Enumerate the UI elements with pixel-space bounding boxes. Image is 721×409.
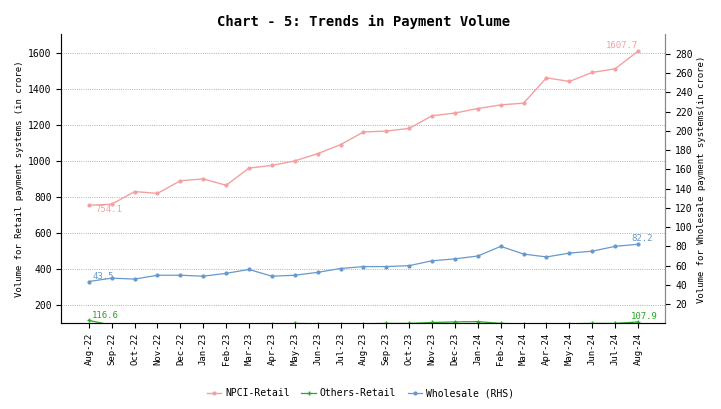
Others-Retail <box>267 322 276 327</box>
Wholesale (RHS) <box>199 274 208 279</box>
Others-Retail <box>199 323 208 328</box>
Text: 116.6: 116.6 <box>92 311 119 320</box>
Wholesale (RHS) <box>291 273 299 278</box>
NPCI-Retail <box>359 130 368 135</box>
Text: 82.2: 82.2 <box>631 234 653 243</box>
NPCI-Retail <box>542 75 551 80</box>
Others-Retail <box>428 320 436 325</box>
Line: Others-Retail: Others-Retail <box>87 318 640 328</box>
NPCI-Retail <box>474 106 482 111</box>
NPCI-Retail <box>611 66 619 71</box>
NPCI-Retail <box>244 166 253 171</box>
Legend: NPCI-Retail, Others-Retail, Wholesale (RHS): NPCI-Retail, Others-Retail, Wholesale (R… <box>203 384 518 402</box>
Others-Retail <box>336 321 345 326</box>
Wholesale (RHS) <box>565 251 574 256</box>
Wholesale (RHS) <box>611 244 619 249</box>
NPCI-Retail <box>267 163 276 168</box>
Others-Retail <box>588 321 596 326</box>
Others-Retail <box>565 321 574 326</box>
Wholesale (RHS) <box>176 273 185 278</box>
Title: Chart - 5: Trends in Payment Volume: Chart - 5: Trends in Payment Volume <box>217 15 510 29</box>
Others-Retail <box>314 321 322 326</box>
Wholesale (RHS) <box>244 267 253 272</box>
Wholesale (RHS) <box>153 273 162 278</box>
Others-Retail <box>451 319 459 324</box>
Others-Retail <box>634 319 642 324</box>
NPCI-Retail <box>382 129 391 134</box>
Text: 754.1: 754.1 <box>96 204 123 213</box>
Others-Retail <box>382 321 391 326</box>
Wholesale (RHS) <box>336 266 345 271</box>
NPCI-Retail <box>336 142 345 147</box>
NPCI-Retail <box>634 49 642 54</box>
NPCI-Retail <box>314 151 322 156</box>
Others-Retail <box>542 321 551 326</box>
Others-Retail <box>107 323 116 328</box>
NPCI-Retail <box>496 103 505 108</box>
NPCI-Retail <box>107 202 116 207</box>
Wholesale (RHS) <box>314 270 322 275</box>
Wholesale (RHS) <box>267 274 276 279</box>
NPCI-Retail <box>291 158 299 163</box>
Others-Retail <box>131 324 139 328</box>
Others-Retail <box>84 318 93 323</box>
Wholesale (RHS) <box>131 276 139 281</box>
Wholesale (RHS) <box>634 242 642 247</box>
NPCI-Retail <box>153 191 162 196</box>
NPCI-Retail <box>428 113 436 118</box>
Wholesale (RHS) <box>222 271 231 276</box>
Others-Retail <box>611 321 619 326</box>
Text: 43.5: 43.5 <box>92 272 114 281</box>
Wholesale (RHS) <box>405 263 414 268</box>
Wholesale (RHS) <box>474 254 482 258</box>
Text: 1607.7: 1607.7 <box>606 40 638 49</box>
NPCI-Retail <box>131 189 139 194</box>
Y-axis label: Volume for Wholesale payment systems(in crore): Volume for Wholesale payment systems(in … <box>697 55 706 303</box>
NPCI-Retail <box>84 203 93 208</box>
NPCI-Retail <box>405 126 414 131</box>
Line: Wholesale (RHS): Wholesale (RHS) <box>87 243 640 283</box>
Wholesale (RHS) <box>451 256 459 261</box>
Others-Retail <box>496 321 505 326</box>
Wholesale (RHS) <box>84 279 93 284</box>
Wholesale (RHS) <box>588 249 596 254</box>
NPCI-Retail <box>222 183 231 188</box>
Others-Retail <box>291 321 299 326</box>
NPCI-Retail <box>451 110 459 115</box>
NPCI-Retail <box>176 178 185 183</box>
NPCI-Retail <box>565 79 574 84</box>
Y-axis label: Volume for Retail payment systems (in crore): Volume for Retail payment systems (in cr… <box>15 61 24 297</box>
Others-Retail <box>244 322 253 327</box>
Wholesale (RHS) <box>542 254 551 259</box>
Wholesale (RHS) <box>496 244 505 249</box>
Text: 107.9: 107.9 <box>631 312 658 321</box>
NPCI-Retail <box>588 70 596 75</box>
Wholesale (RHS) <box>519 252 528 256</box>
Wholesale (RHS) <box>107 276 116 281</box>
Others-Retail <box>474 319 482 324</box>
NPCI-Retail <box>519 101 528 106</box>
Others-Retail <box>405 321 414 326</box>
NPCI-Retail <box>199 177 208 182</box>
Others-Retail <box>359 321 368 326</box>
Wholesale (RHS) <box>359 264 368 269</box>
Others-Retail <box>519 321 528 326</box>
Others-Retail <box>176 323 185 328</box>
Wholesale (RHS) <box>428 258 436 263</box>
Line: NPCI-Retail: NPCI-Retail <box>87 50 640 207</box>
Others-Retail <box>222 323 231 328</box>
Wholesale (RHS) <box>382 264 391 269</box>
Others-Retail <box>153 323 162 328</box>
